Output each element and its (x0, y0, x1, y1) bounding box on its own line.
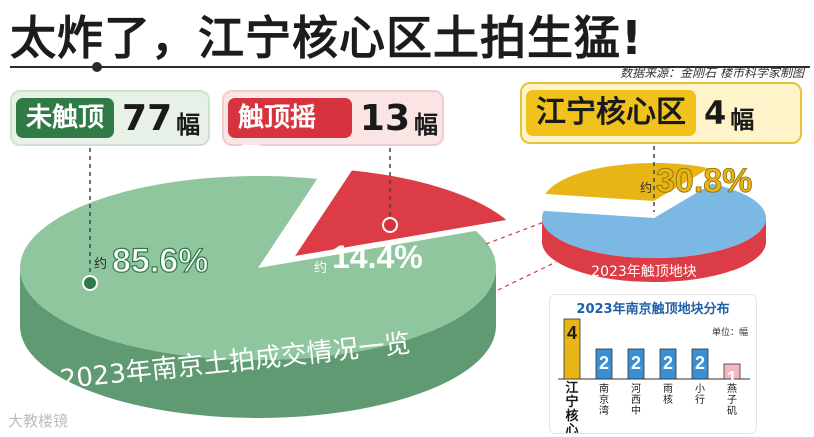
bar-value-label-1: 4 (567, 323, 577, 343)
main-pie-slice-topped (288, 167, 514, 261)
bar-value-label-5: 2 (695, 353, 705, 373)
jiangning-label: 江宁核心区 (526, 90, 696, 136)
source-note: 数据来源：金刚石 楼市科学家制图 (620, 66, 804, 80)
bar-category-label-3-1: 河 (631, 383, 641, 395)
main-pie-side-green (20, 268, 496, 418)
bar-category-label-1-2: 宁 (565, 394, 578, 410)
jiangning-unit: 幅 (730, 105, 755, 134)
bar-category-label-6-1: 燕 (727, 383, 737, 395)
untopped-label: 未触顶 (16, 98, 115, 138)
title-dot (92, 62, 102, 72)
jiangning-label-pill: 江宁核心区 4 幅 (520, 82, 802, 144)
small-pie-slice-jiangning (542, 161, 715, 204)
main-pie-slice-untopped (19, 175, 496, 360)
approx-mark-jiangning: 约 (640, 180, 652, 195)
watermark: 大教楼镜 (8, 412, 69, 430)
bar-4 (659, 348, 677, 380)
bar-category-label-6-2: 子 (727, 394, 737, 406)
page-title: 太炸了，江宁核心区土拍生猛! (10, 11, 643, 65)
explode-line-top (485, 221, 545, 245)
bar-value-label-6: 1 (727, 368, 737, 388)
bar-category-label-5-1: 小 (695, 383, 705, 395)
bar-1 (563, 318, 581, 380)
main-pie-chart: 约 85.6% 约 14.4%2023年南京土拍成交情况一览 (19, 167, 514, 418)
bar-value-label-3: 2 (631, 353, 641, 373)
topped-label-pill: 触顶摇号 13 幅 (222, 90, 444, 173)
explode-line-bottom (497, 261, 557, 291)
bar-category-label-2-2: 京 (599, 393, 609, 406)
bar-2 (595, 348, 613, 380)
bar-3 (627, 348, 645, 380)
bar-category-label-1-4: 心 (565, 423, 578, 433)
untopped-percent-label: 85.6% (112, 242, 208, 280)
bar-category-label-1-3: 核 (565, 408, 578, 424)
bar-value-label-2: 2 (599, 353, 609, 373)
jiangning-pie-chart: 约 30.8% 2023年触顶地块 (542, 161, 766, 282)
bar-category-label-6-3: 矶 (727, 405, 737, 417)
bar-category-label-3-2: 西 (631, 395, 641, 406)
bar-category-label-5-2: 行 (695, 393, 705, 406)
bar-chart-unit: 单位：幅 (712, 326, 748, 338)
topped-unit: 幅 (414, 110, 438, 139)
small-pie-caption: 2023年触顶地块 (591, 264, 697, 280)
leader-lines (82, 146, 655, 291)
approx-mark-topped: 约 (314, 261, 327, 276)
approx-mark-untopped: 约 (94, 257, 107, 272)
bar-5 (691, 348, 709, 380)
topped-percent-label: 14.4% (332, 239, 423, 275)
small-pie-side (542, 218, 766, 282)
bar-category-label-2-1: 南 (599, 382, 609, 395)
leader-dot-topped (382, 217, 398, 233)
small-pie-slice-other (542, 183, 766, 258)
bar-category-label-4-2: 核 (663, 393, 673, 406)
bar-category-label-4-1: 雨 (663, 384, 673, 395)
bar-category-label-2-3: 湾 (599, 404, 609, 417)
jiangning-count: 4 (704, 94, 727, 132)
untopped-unit: 幅 (176, 110, 201, 139)
bar-chart-title: 2023年南京触顶地块分布 (576, 301, 729, 317)
topped-count: 13 (359, 97, 410, 139)
untopped-label-pill: 未触顶 77 幅 (10, 90, 210, 146)
bar-category-label-3-3: 中 (631, 404, 641, 417)
bar-chart-svg: 2023年南京触顶地块分布单位：幅4江宁核心区2南京湾2河西中2雨核2小行1燕子… (558, 301, 750, 437)
bar-value-label-4: 2 (663, 353, 673, 373)
distribution-bar-chart: 2023年南京触顶地块分布单位：幅4江宁核心区2南京湾2河西中2雨核2小行1燕子… (549, 294, 757, 437)
title-underline (10, 66, 810, 68)
leader-dot-untopped (82, 275, 98, 291)
bar-category-label-1-1: 江 (565, 380, 578, 396)
bar-6 (723, 363, 741, 380)
untopped-count: 77 (122, 97, 173, 139)
jiangning-percent-label: 30.8% (656, 162, 752, 200)
topped-label: 触顶摇号 (228, 98, 352, 173)
